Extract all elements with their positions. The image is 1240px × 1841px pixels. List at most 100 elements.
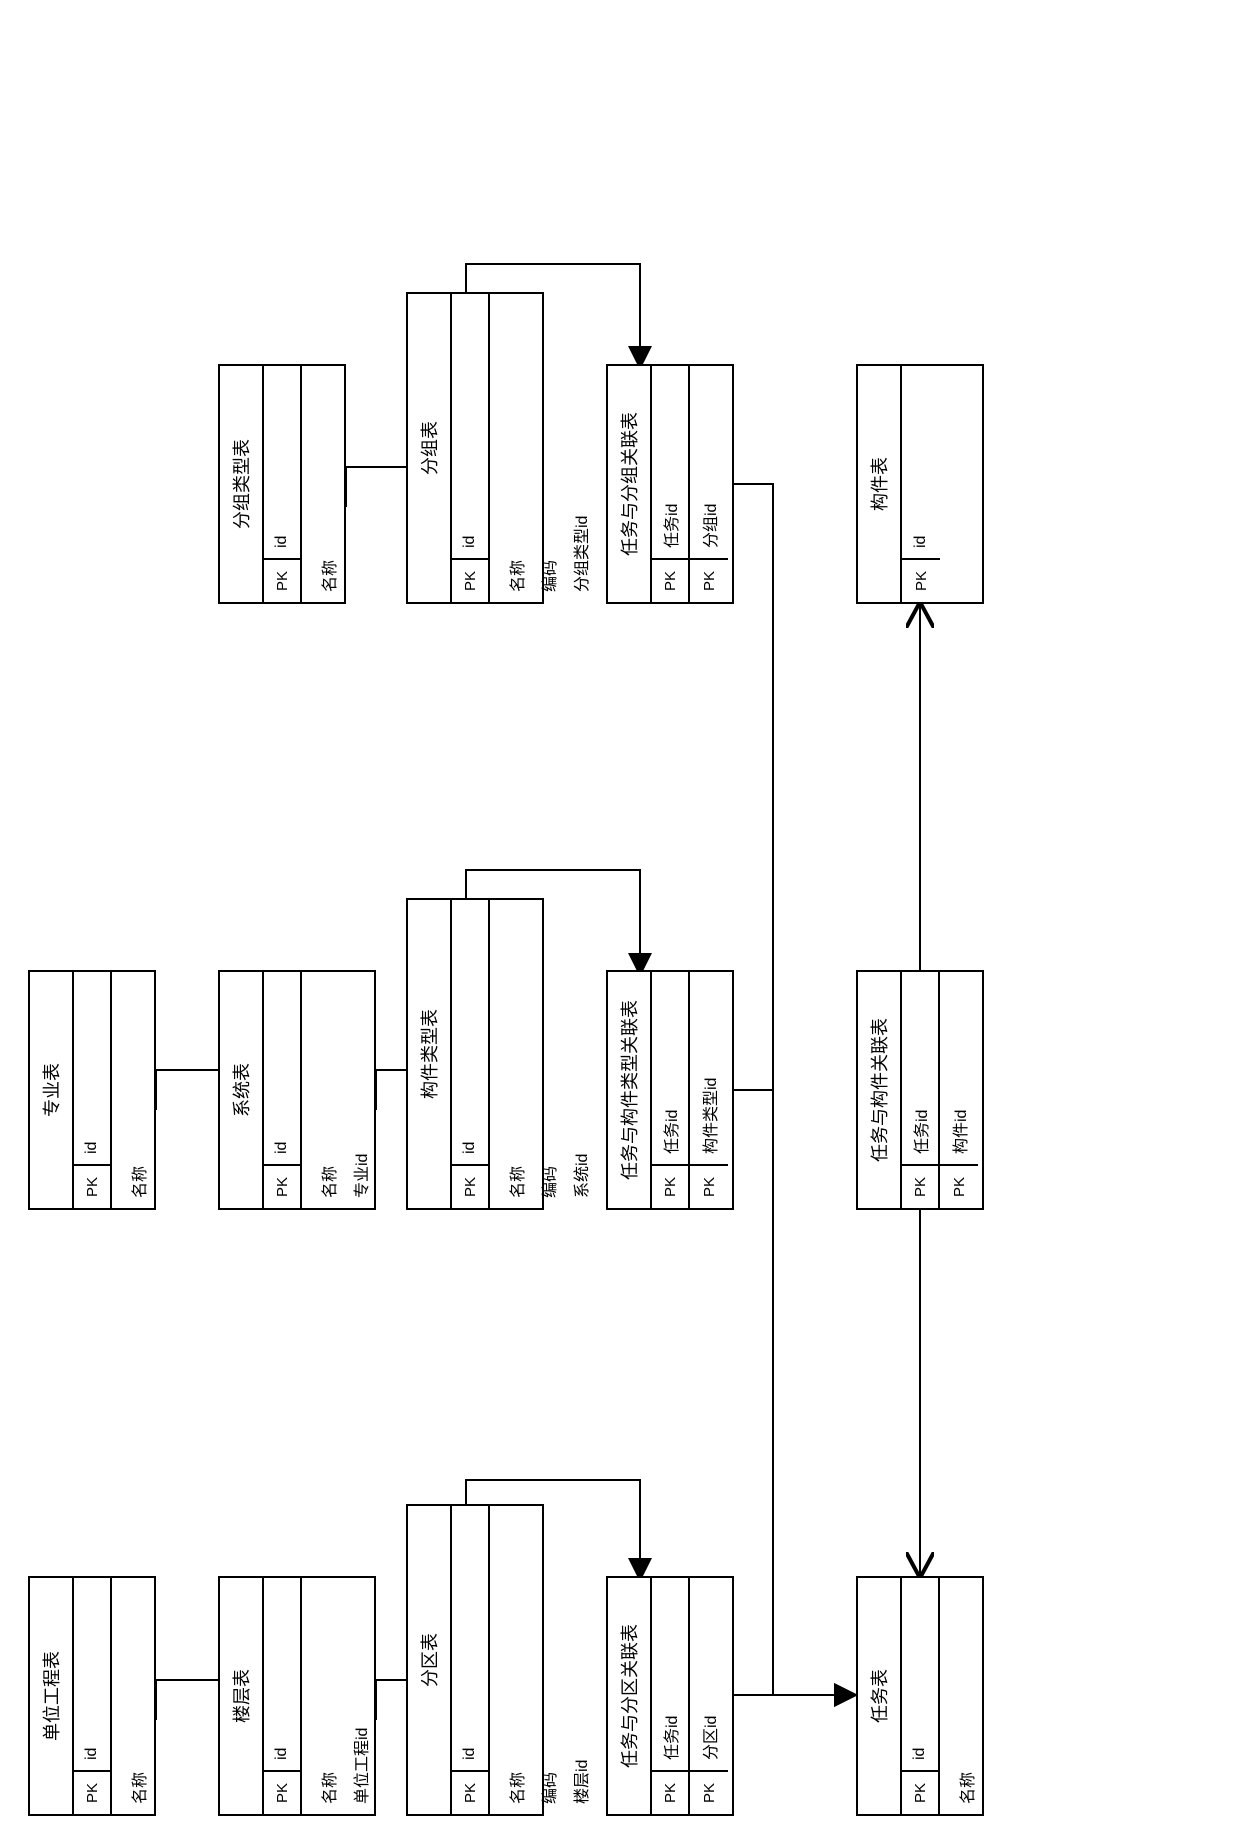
entity-task: 任务表PKid 名称 xyxy=(856,1576,984,1816)
entity-title: 专业表 xyxy=(30,972,74,1208)
pk-row: PK分组id xyxy=(690,366,728,602)
entity-major: 专业表PKid名称 xyxy=(28,970,156,1210)
pk-label: PK xyxy=(940,1164,978,1208)
entity-zone: 分区表PKid名称编码楼层id xyxy=(406,1504,544,1816)
attr: 编码 xyxy=(532,910,564,1198)
pk-label: PK xyxy=(690,1770,728,1814)
pk-attr: id xyxy=(264,972,300,1164)
entity-body: 名称 xyxy=(302,366,354,602)
pk-label: PK xyxy=(902,558,940,602)
pk-label: PK xyxy=(452,1770,488,1814)
pk-label: PK xyxy=(902,1770,938,1814)
pk-label: PK xyxy=(74,1164,110,1208)
pk-row: PK构件类型id xyxy=(690,972,728,1208)
pk-label: PK xyxy=(452,558,488,602)
entity-comp_type: 构件类型表PKid名称编码系统id xyxy=(406,898,544,1210)
entity-floor: 楼层表PKid名称单位工程id xyxy=(218,1576,376,1816)
pk-attr: id xyxy=(264,1578,300,1770)
entity-title: 楼层表 xyxy=(220,1578,264,1814)
edge-task_group-to-task xyxy=(734,484,856,1695)
pk-label: PK xyxy=(652,558,688,602)
pk-label: PK xyxy=(652,1164,688,1208)
attr: 名称 xyxy=(122,982,154,1198)
pk-row: PK任务id xyxy=(902,972,940,1208)
pk-attr: 任务id xyxy=(652,1578,688,1770)
pk-attr: id xyxy=(452,1506,488,1770)
pk-label: PK xyxy=(264,1164,300,1208)
pk-row: PKid xyxy=(264,1578,302,1814)
pk-attr: 构件类型id xyxy=(690,972,728,1164)
entity-task_zone: 任务与分区关联表PK任务idPK分区id xyxy=(606,1576,734,1816)
attr: 名称 xyxy=(500,910,532,1198)
attr: 楼层id xyxy=(564,1516,596,1804)
pk-row: PK分区id xyxy=(690,1578,728,1814)
attr: 名称 xyxy=(312,1588,344,1804)
entity-title: 任务与分区关联表 xyxy=(608,1578,652,1814)
pk-row: PKid xyxy=(74,1578,112,1814)
entity-system: 系统表PKid名称专业id xyxy=(218,970,376,1210)
pk-row: PKid xyxy=(902,366,940,602)
entity-task_comp: 任务与构件关联表PK任务idPK构件id xyxy=(856,970,984,1210)
pk-label: PK xyxy=(690,558,728,602)
entity-title: 任务表 xyxy=(858,1578,902,1814)
entity-title: 分区表 xyxy=(408,1506,452,1814)
entity-title: 构件类型表 xyxy=(408,900,452,1208)
pk-attr: 分组id xyxy=(690,366,728,558)
entity-title: 分组类型表 xyxy=(220,366,264,602)
pk-row: PKid xyxy=(264,366,302,602)
attr: 分组类型id xyxy=(564,304,596,592)
entity-title: 任务与分组关联表 xyxy=(608,366,652,602)
entity-body: 名称编码分组类型id xyxy=(490,294,606,602)
pk-row: PK任务id xyxy=(652,972,690,1208)
er-diagram-canvas: 单位工程表PKid名称楼层表PKid名称单位工程id分区表PKid名称编码楼层i… xyxy=(0,0,1240,1841)
pk-row: PKid xyxy=(452,1506,490,1814)
pk-attr: 任务id xyxy=(902,972,938,1164)
pk-label: PK xyxy=(690,1164,728,1208)
pk-label: PK xyxy=(652,1770,688,1814)
entity-body: 名称编码楼层id xyxy=(490,1506,606,1814)
pk-label: PK xyxy=(264,1770,300,1814)
pk-label: PK xyxy=(902,1164,938,1208)
pk-row: PKid xyxy=(452,294,490,602)
edge-task_comp_type-to-task xyxy=(734,1090,856,1695)
entity-body: 名称 xyxy=(112,1578,164,1814)
entity-title: 分组表 xyxy=(408,294,452,602)
attr: 名称 xyxy=(312,376,344,592)
pk-label: PK xyxy=(452,1164,488,1208)
attr: 单位工程id xyxy=(344,1588,376,1804)
pk-attr: id xyxy=(264,366,300,558)
entity-body: 名称单位工程id xyxy=(302,1578,386,1814)
entity-task_comp_type: 任务与构件类型关联表PK任务idPK构件类型id xyxy=(606,970,734,1210)
entity-task_group: 任务与分组关联表PK任务idPK分组id xyxy=(606,364,734,604)
attr: 名称 xyxy=(950,1588,982,1804)
attr: 编码 xyxy=(532,304,564,592)
attr: 专业id xyxy=(344,982,376,1198)
attr: 名称 xyxy=(500,304,532,592)
attr: 编码 xyxy=(532,1516,564,1804)
entity-body: 名称 xyxy=(112,972,164,1208)
attr: 名称 xyxy=(500,1516,532,1804)
entity-body: 名称 xyxy=(940,1578,992,1814)
attr: 名称 xyxy=(312,982,344,1198)
pk-attr: 分区id xyxy=(690,1578,728,1770)
entity-title: 构件表 xyxy=(858,366,902,602)
pk-row: PK任务id xyxy=(652,366,690,602)
pk-attr: id xyxy=(452,294,488,558)
entity-title: 单位工程表 xyxy=(30,1578,74,1814)
pk-attr: id xyxy=(452,900,488,1164)
pk-attr: id xyxy=(74,1578,110,1770)
pk-row: PK任务id xyxy=(652,1578,690,1814)
pk-label: PK xyxy=(264,558,300,602)
entity-body: 名称专业id xyxy=(302,972,386,1208)
pk-attr: 构件id xyxy=(940,972,978,1164)
pk-row: PK构件id xyxy=(940,972,978,1208)
attr: 系统id xyxy=(564,910,596,1198)
pk-attr: 任务id xyxy=(652,972,688,1164)
entity-title: 任务与构件类型关联表 xyxy=(608,972,652,1208)
entity-group_type: 分组类型表PKid名称 xyxy=(218,364,346,604)
pk-row: PKid xyxy=(264,972,302,1208)
entity-title: 系统表 xyxy=(220,972,264,1208)
entity-group: 分组表PKid名称编码分组类型id xyxy=(406,292,544,604)
pk-row: PKid xyxy=(452,900,490,1208)
pk-row: PKid xyxy=(902,1578,940,1814)
